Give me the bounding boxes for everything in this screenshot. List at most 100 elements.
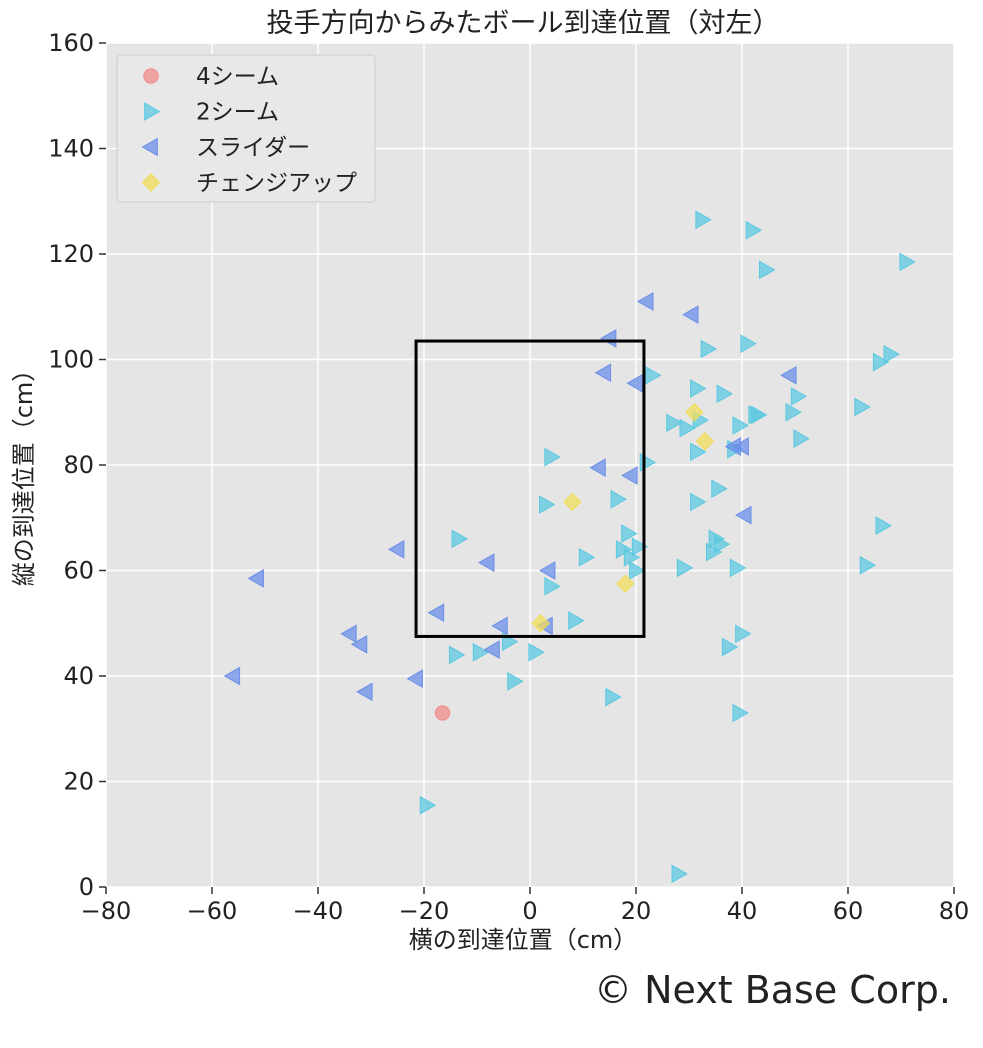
data-point [387,540,405,559]
y-tick-label: 60 [63,557,94,585]
data-point [451,529,468,549]
y-axis-label: 縦の到達位置（cm） [10,358,38,587]
y-tick-label: 80 [63,451,94,479]
x-axis-ticks: −80 −60 −40 −20 0 20 40 60 80 [81,887,970,925]
data-point [507,671,524,691]
data-point [735,505,752,525]
x-tick-label: −80 [81,897,132,925]
data-point [637,292,654,311]
legend-marker [141,137,158,157]
data-point [735,624,752,644]
data-point [427,603,445,623]
data-point [605,687,622,707]
series-1 [419,210,916,884]
data-point [629,561,646,580]
data-point [247,569,264,588]
data-point [578,547,596,567]
series-3 [531,403,715,633]
data-point [340,624,357,644]
y-tick-label: 40 [63,662,94,690]
data-point [729,558,747,578]
data-point [732,703,749,723]
data-point [695,210,712,230]
x-tick-label: −60 [187,897,238,925]
data-point [615,540,633,559]
data-point [350,634,368,654]
data-point [631,537,649,557]
legend-marker [141,173,161,192]
x-axis-label: 横の到達位置（cm） [409,926,638,954]
data-point [711,479,728,499]
x-tick-label: 80 [939,897,970,925]
x-tick-label: 60 [833,897,864,925]
data-point [740,334,757,354]
data-point [419,795,437,815]
legend-marker [144,102,161,121]
data-point [751,405,768,425]
data-point [758,260,776,280]
data-point [539,495,556,514]
y-axis-ticks: 0 20 40 60 80 100 120 140 160 [48,29,106,901]
series-2 [223,292,797,702]
data-point [695,432,715,451]
data-point [671,864,688,884]
data-point [685,403,704,422]
data-point [700,339,718,359]
data-point [705,542,723,562]
data-point [645,365,662,385]
data-point [690,379,707,398]
data-point [682,305,699,325]
data-point [491,616,508,636]
data-point [472,642,490,662]
data-point [745,220,763,240]
data-point [539,561,556,580]
x-tick-label: 20 [621,897,652,925]
data-point [716,384,733,404]
legend-label: スライダー [196,135,310,161]
strike-zone [414,339,646,638]
data-point [732,437,749,456]
data-point [790,387,808,406]
data-point [610,489,627,509]
legend-label: 4シーム [196,64,279,90]
data-point [448,645,466,665]
data-point [544,576,561,596]
data-points [223,210,916,884]
data-point [621,466,638,485]
data-point [544,447,561,467]
data-point [621,524,638,543]
data-point [589,458,606,477]
data-point [883,344,900,364]
data-point [406,669,423,688]
data-point [721,637,739,657]
legend-label: チェンジアップ [196,171,357,197]
data-point [356,682,373,702]
data-point [690,442,707,462]
data-point [483,640,500,659]
legend-label: 2シーム [196,100,279,126]
legend-marker [143,68,159,84]
data-point [679,418,696,438]
series-0 [434,705,451,721]
data-point [859,555,877,575]
y-tick-label: 120 [48,240,94,268]
data-point [780,365,797,385]
data-point [568,611,585,630]
data-point [626,373,643,393]
data-point [528,642,545,662]
data-point [623,547,641,567]
data-point [223,666,241,686]
data-point [616,574,635,593]
data-point [594,363,612,383]
x-tick-label: 0 [522,897,537,925]
x-tick-label: −20 [399,897,450,925]
y-tick-label: 140 [48,135,94,163]
y-tick-label: 20 [63,768,94,796]
data-point [713,534,731,554]
data-point [690,492,707,512]
data-point [563,492,582,512]
data-point [478,553,495,572]
legend-box [116,54,376,203]
